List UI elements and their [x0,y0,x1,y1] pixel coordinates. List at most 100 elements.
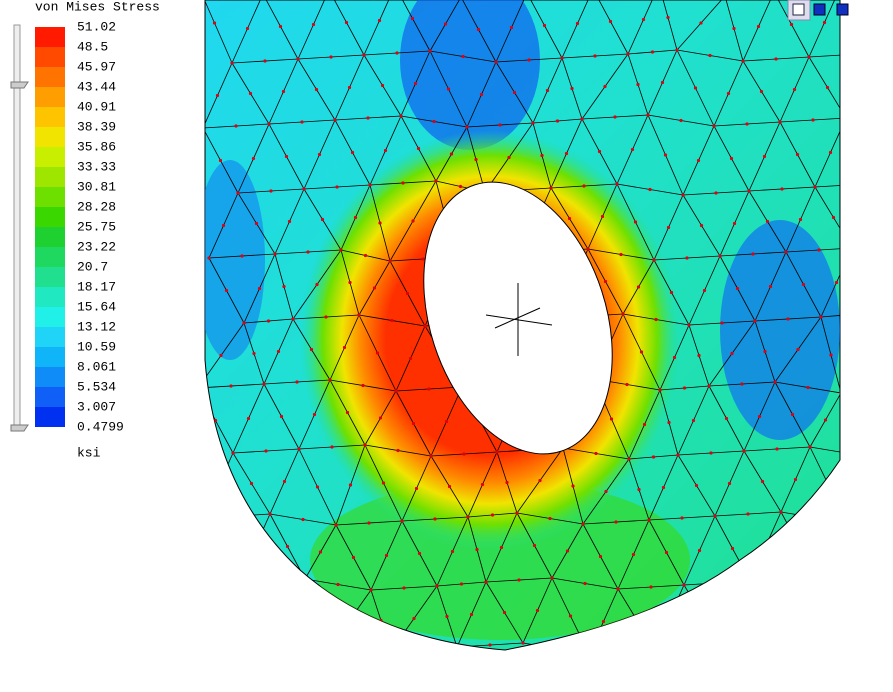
mesh-node [814,575,818,579]
mesh-node [652,258,656,262]
mesh-node [344,20,349,25]
legend-value: 30.81 [77,179,116,194]
mesh-node [615,182,619,186]
mesh-node [774,57,778,61]
mesh-node [257,286,262,291]
mesh-node [517,578,521,582]
mesh-node [680,516,684,520]
mesh-node [314,87,319,92]
mesh-node [499,545,504,550]
mesh-node [381,481,386,485]
mesh-edge [205,452,234,519]
mesh-node [765,219,770,224]
mesh-node [282,479,287,484]
mesh-node [235,514,239,518]
mesh-node [296,57,300,61]
mesh-node [796,347,800,352]
mesh-node [604,489,608,494]
legend-slider[interactable] [10,24,29,432]
mesh-node [753,319,757,323]
mesh-node [342,345,347,350]
mesh-node [421,257,425,261]
legend-value: 3.007 [77,399,116,414]
mesh-node [201,126,204,129]
mesh-node [679,118,683,123]
mesh-edge [749,576,817,582]
mesh-node [512,90,517,95]
legend-unit: ksi [77,445,101,460]
mesh-node [863,554,866,557]
mesh-node [318,550,323,554]
mesh-node [658,388,662,392]
legend-swatch [35,87,65,107]
mesh-node [818,653,821,656]
mesh-node [555,119,560,123]
mesh-node [414,486,419,491]
view-button[interactable] [836,3,849,16]
legend-value: 20.7 [77,259,108,274]
mesh-node [254,221,259,226]
part [201,0,882,658]
legend-value: 45.97 [77,59,116,74]
mesh-node [347,85,352,90]
mesh-node [808,445,812,449]
mesh-node [269,189,273,193]
mesh-node [879,181,882,184]
mesh-node [608,19,613,24]
mesh-node [443,22,448,26]
mesh-node [587,652,590,655]
mesh-node [219,548,224,553]
mesh-node [766,617,771,621]
mesh-node [571,484,575,488]
mesh-node [586,247,590,251]
mesh-node [410,16,415,21]
mesh-node [215,93,220,98]
mesh-edge [209,643,277,649]
mesh-node [366,116,370,120]
mesh-edge [238,513,271,584]
view-button[interactable] [813,3,826,16]
mesh-node [865,214,868,217]
mesh-node [495,450,499,454]
mesh-node [462,452,466,456]
mesh-node [600,214,605,219]
mesh-node [661,485,666,490]
mesh-node [720,321,724,325]
legend-swatch [35,127,65,147]
mesh-node [417,551,422,556]
mesh-node [825,85,830,90]
mesh-node [708,53,712,58]
legend-swatch [35,207,65,227]
mesh-node [732,221,737,226]
mesh-node [282,284,286,289]
mesh-node [583,581,587,586]
legend-value: 51.02 [77,19,116,34]
mesh-node [219,353,223,358]
mesh-node [303,577,307,581]
mesh-node [746,512,750,516]
mesh-node [832,613,837,617]
mesh-node [324,315,328,319]
mesh-node [697,548,702,553]
mesh-node [829,548,834,552]
mesh-node [789,22,794,27]
mesh-node [785,655,788,658]
mesh-node [455,645,459,649]
mesh-node [619,252,623,257]
mesh-node [262,382,266,386]
mesh-node [531,121,535,125]
mesh-node [315,282,319,287]
mesh-node [208,646,212,650]
mesh-node [637,487,641,492]
mesh-node [335,185,339,189]
mesh-node [564,151,569,156]
mesh-node [479,92,484,97]
mesh-node [279,414,284,419]
mesh-node [295,380,299,384]
mesh-node [375,351,380,355]
mesh-node [320,217,325,222]
mesh-node [357,313,361,317]
mesh-node [221,223,226,228]
mesh-node [719,644,723,648]
mesh-node [609,417,614,421]
